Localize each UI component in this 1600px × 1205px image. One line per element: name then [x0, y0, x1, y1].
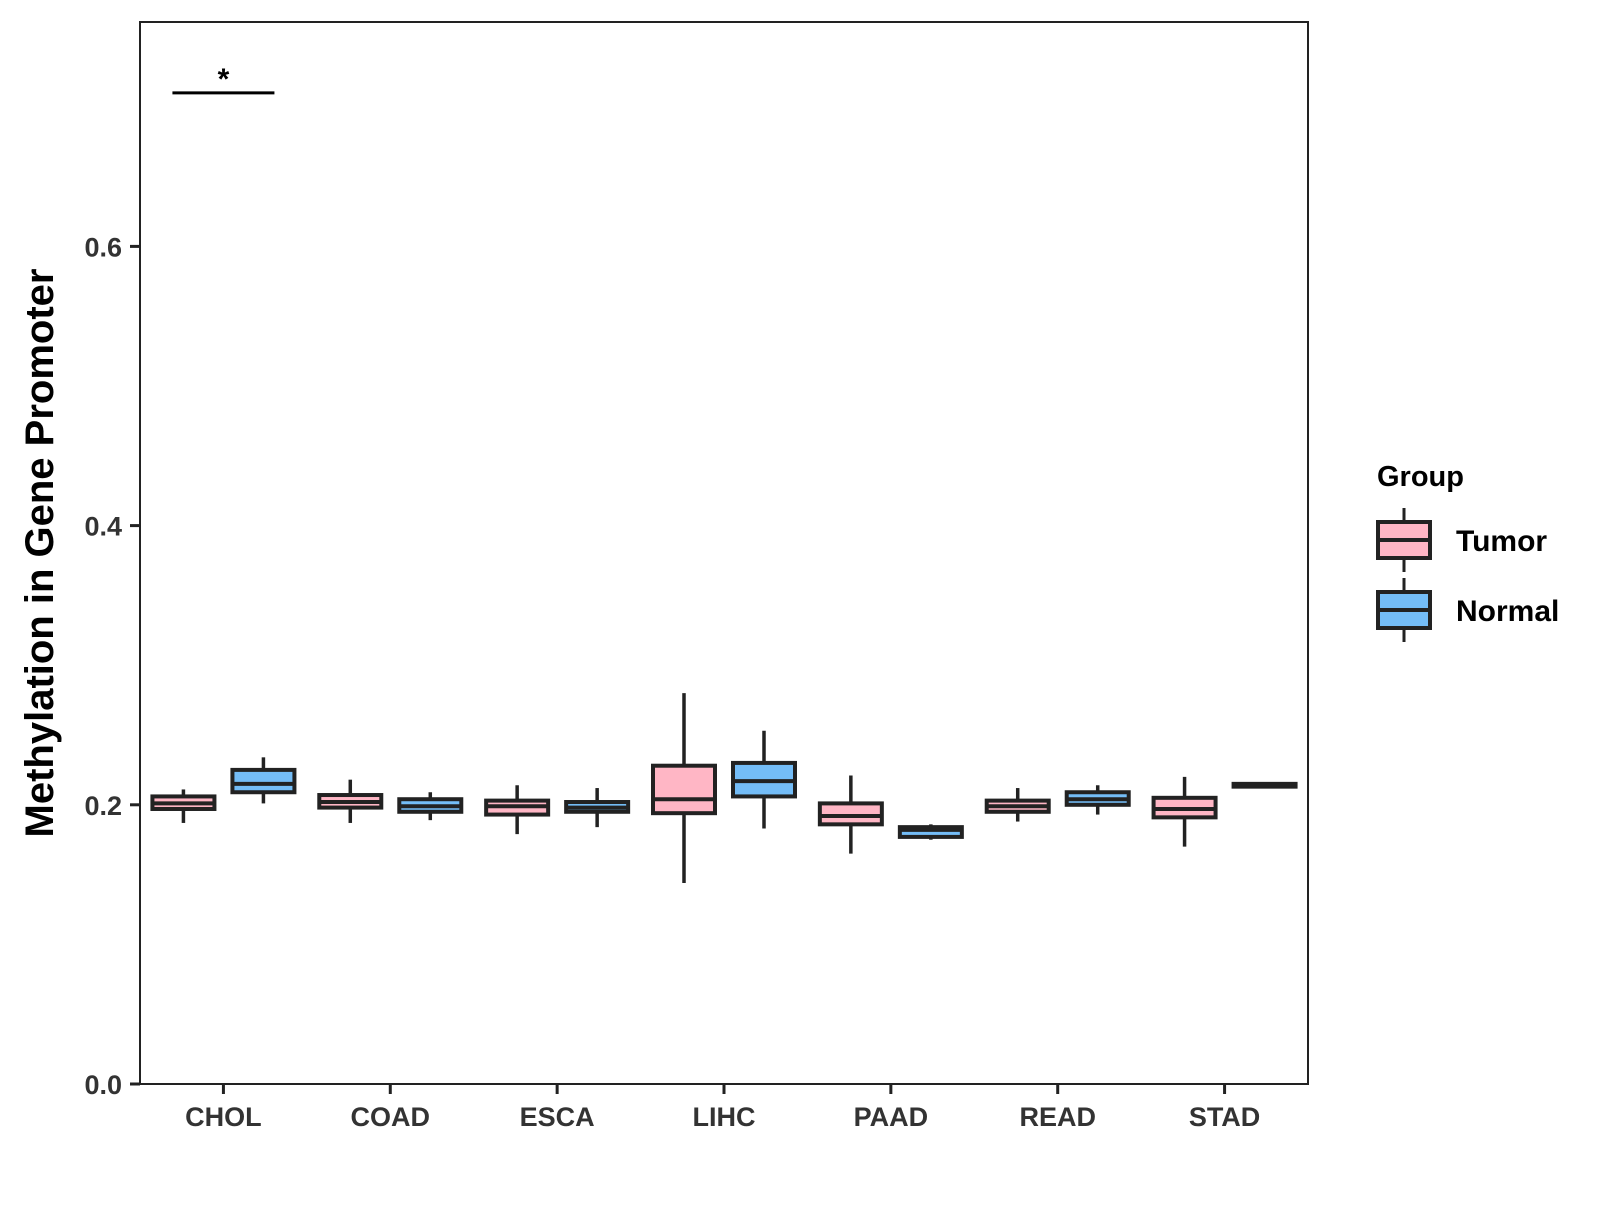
box-tumor-paad	[817, 775, 884, 854]
box-normal-esca	[564, 788, 631, 828]
box-tumor-esca	[484, 785, 551, 835]
significance-mark: *	[218, 63, 230, 96]
box-normal-lihc	[731, 730, 797, 829]
box-normal-stad	[1231, 781, 1298, 789]
legend-label-tumor: Tumor	[1456, 525, 1547, 558]
annotations-layer: *	[172, 63, 275, 96]
boxes-layer	[150, 693, 1298, 883]
legend-title: Group	[1377, 461, 1464, 493]
box-tumor-coad	[317, 779, 384, 823]
x-tick-label: STAD	[1189, 1102, 1261, 1132]
x-tick-label: PAAD	[854, 1102, 929, 1132]
legend-label-normal: Normal	[1456, 595, 1559, 628]
legend: Group Tumor Normal	[1376, 461, 1559, 642]
box-tumor-lihc	[651, 693, 717, 883]
legend-entry-normal: Normal	[1376, 578, 1559, 642]
box-tumor-chol	[150, 789, 217, 823]
y-tick-label: 0.0	[84, 1070, 122, 1100]
x-tick-label: CHOL	[185, 1102, 262, 1132]
box-normal-chol	[230, 757, 297, 804]
box-body-normal-paad	[897, 825, 964, 839]
box-tumor-stad	[1151, 776, 1218, 847]
box-body-normal-chol	[230, 767, 297, 795]
y-axis: 0.0 0.2 0.4 0.6	[84, 232, 140, 1100]
x-tick-label: READ	[1019, 1102, 1096, 1132]
y-tick-label: 0.4	[84, 512, 122, 542]
legend-entry-tumor: Tumor	[1376, 508, 1547, 572]
x-tick-label: COAD	[351, 1102, 431, 1132]
box-body-tumor-lihc	[651, 763, 717, 816]
x-tick-label: LIHC	[693, 1102, 756, 1132]
x-tick-label: ESCA	[520, 1102, 595, 1132]
x-axis: CHOL COAD ESCA LIHC PAAD READ STAD	[185, 1084, 1260, 1132]
y-tick-label: 0.6	[84, 232, 122, 262]
box-normal-read	[1064, 785, 1131, 815]
box-body-tumor-paad	[817, 801, 884, 827]
y-axis-title: Methylation in Gene Promoter	[18, 269, 62, 838]
plot-panel	[139, 21, 1309, 1085]
y-tick-label: 0.2	[84, 791, 122, 821]
box-normal-paad	[897, 824, 964, 840]
box-tumor-read	[984, 788, 1051, 822]
box-normal-coad	[397, 792, 464, 821]
